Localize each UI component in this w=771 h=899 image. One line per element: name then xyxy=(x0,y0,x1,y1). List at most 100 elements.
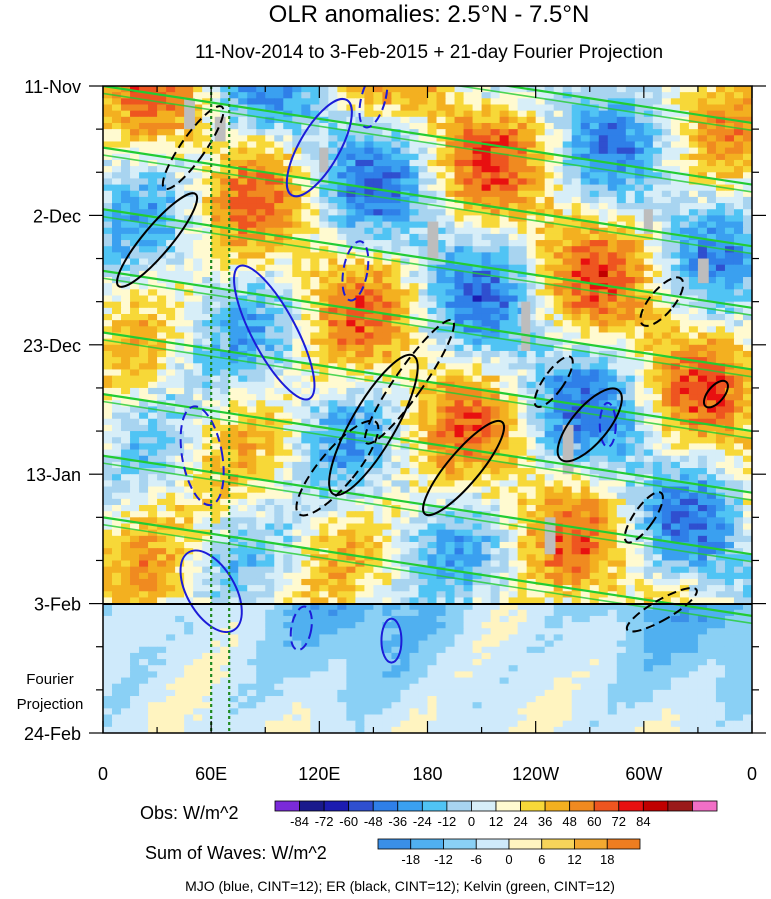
obs-cell xyxy=(373,412,384,420)
obs-cell xyxy=(256,418,266,426)
obs-cell xyxy=(580,443,591,451)
obs-cell xyxy=(616,492,627,500)
obs-cell xyxy=(706,424,717,432)
obs-cell xyxy=(121,387,131,395)
obs-cell xyxy=(139,449,149,457)
obs-cell xyxy=(220,295,230,303)
obs-cell xyxy=(355,153,365,161)
obs-cell xyxy=(166,474,176,481)
obs-cell xyxy=(409,307,420,315)
obs-cell xyxy=(409,412,420,420)
obs-cell xyxy=(355,264,365,272)
obs-cell xyxy=(112,116,122,124)
obs-cell xyxy=(283,227,293,235)
obs-cell xyxy=(409,289,420,297)
obs-cell xyxy=(247,511,257,518)
obs-cell xyxy=(328,283,338,290)
obs-cell xyxy=(409,332,420,340)
obs-cell xyxy=(274,190,284,198)
obs-cell xyxy=(364,400,375,408)
obs-cell xyxy=(382,215,393,223)
obs-cell xyxy=(355,424,365,432)
obs-cell xyxy=(166,375,176,383)
obs-cell xyxy=(490,295,501,303)
obs-cell xyxy=(292,338,302,346)
obs-cell xyxy=(148,301,158,309)
obs-cell xyxy=(211,338,221,346)
obs-cell xyxy=(220,412,230,420)
obs-cell xyxy=(229,369,239,377)
obs-cell xyxy=(382,449,393,457)
obs-cell xyxy=(535,258,546,266)
obs-cell xyxy=(517,258,528,266)
obs-cell xyxy=(634,116,645,124)
obs-cell xyxy=(364,252,375,260)
obs-cell xyxy=(562,233,573,241)
obs-cell xyxy=(661,307,672,315)
obs-cell xyxy=(616,461,627,469)
obs-cell xyxy=(337,313,347,321)
obs-cell xyxy=(562,227,573,235)
obs-cell xyxy=(112,159,122,167)
obs-cell xyxy=(535,270,546,278)
obs-cell xyxy=(535,418,546,426)
obs-cell xyxy=(391,203,402,210)
obs-cell xyxy=(598,240,609,247)
obs-cell xyxy=(553,492,564,500)
obs-cell xyxy=(175,468,185,475)
obs-cell xyxy=(121,233,131,241)
obs-cell xyxy=(643,153,654,161)
obs-cell xyxy=(364,172,375,180)
obs-cell xyxy=(193,295,203,303)
obs-cell xyxy=(391,326,402,334)
obs-cell xyxy=(166,505,176,512)
obs-cell xyxy=(535,332,546,340)
obs-cell xyxy=(148,166,158,173)
obs-cell xyxy=(436,122,447,130)
obs-cell xyxy=(544,110,555,118)
obs-cell xyxy=(346,313,356,321)
obs-cell xyxy=(580,350,591,358)
obs-cell xyxy=(463,227,474,235)
obs-cell xyxy=(742,406,752,414)
obs-cell xyxy=(463,387,474,395)
obs-cell xyxy=(508,264,519,272)
obs-cell xyxy=(337,344,347,352)
obs-cell xyxy=(121,424,131,432)
obs-cell xyxy=(337,252,347,260)
obs-cell xyxy=(328,172,338,180)
obs-cell xyxy=(283,344,293,352)
obs-cell xyxy=(202,116,212,124)
obs-cell xyxy=(553,295,564,303)
obs-cell xyxy=(220,221,230,229)
obs-cell xyxy=(526,240,537,247)
obs-cell xyxy=(724,104,735,112)
obs-cell xyxy=(121,511,131,518)
obs-cell xyxy=(337,350,347,358)
obs-cell xyxy=(499,129,510,136)
obs-cell xyxy=(481,486,492,494)
obs-cell xyxy=(436,135,447,143)
obs-cell xyxy=(652,246,663,253)
obs-cell xyxy=(679,437,690,444)
obs-cell xyxy=(679,215,690,223)
obs-cell xyxy=(634,135,645,143)
obs-cell xyxy=(580,135,591,143)
obs-cell xyxy=(301,147,311,155)
obs-cell xyxy=(499,369,510,377)
obs-cell xyxy=(454,320,465,327)
obs-cell xyxy=(256,474,266,481)
obs-cell xyxy=(472,443,483,451)
obs-cell xyxy=(652,418,663,426)
obs-cell xyxy=(382,492,393,500)
obs-cell xyxy=(166,424,176,432)
obs-cell xyxy=(130,431,140,438)
obs-cell xyxy=(490,307,501,315)
obs-cell xyxy=(679,190,690,198)
obs-cell xyxy=(589,357,600,364)
obs-cell xyxy=(652,332,663,340)
obs-cell xyxy=(706,381,717,389)
obs-cell xyxy=(643,283,654,290)
obs-cell xyxy=(445,394,456,401)
obs-cell xyxy=(382,203,393,210)
